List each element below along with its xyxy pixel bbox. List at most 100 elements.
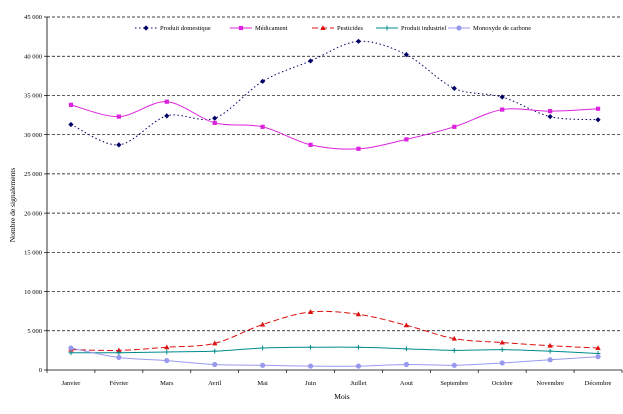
data-point xyxy=(451,362,457,368)
x-tick-label: Mai xyxy=(257,380,268,387)
data-point xyxy=(68,345,74,351)
legend-item-1: Médicament xyxy=(230,25,288,32)
x-tick-label: Novembre xyxy=(536,380,564,387)
data-point xyxy=(308,344,313,350)
data-point xyxy=(164,349,170,355)
data-point xyxy=(451,335,457,341)
data-point xyxy=(68,121,74,128)
series-4 xyxy=(68,345,601,369)
data-point xyxy=(499,339,505,345)
data-point xyxy=(116,347,122,353)
x-tick-label: Octobre xyxy=(492,380,513,387)
y-tick-label: 45 000 xyxy=(24,14,42,21)
x-axis-label: Mois xyxy=(334,392,350,401)
data-point xyxy=(212,361,218,368)
data-point xyxy=(547,357,553,363)
data-point xyxy=(68,102,74,107)
data-point xyxy=(404,137,409,142)
data-point xyxy=(164,113,170,119)
legend-marker xyxy=(143,25,149,31)
data-point xyxy=(307,309,314,314)
x-tick-label: Janvier xyxy=(62,380,82,387)
data-point xyxy=(260,124,265,129)
legend-item-0: Produit domestique xyxy=(135,25,211,32)
data-point xyxy=(307,58,314,64)
legend-marker xyxy=(384,25,390,31)
y-tick-label: 5 000 xyxy=(27,328,42,335)
series-layer xyxy=(68,38,601,369)
data-point xyxy=(403,361,409,368)
data-point xyxy=(355,38,362,44)
series-line xyxy=(70,310,599,351)
data-point xyxy=(308,142,313,147)
data-point xyxy=(212,115,218,121)
series-line xyxy=(70,101,599,150)
data-point xyxy=(403,52,409,58)
data-point xyxy=(116,114,121,119)
x-tick-label: Aout xyxy=(400,380,413,387)
grid-lines xyxy=(47,16,622,332)
legend-label: Produit industriel xyxy=(401,25,447,32)
series-line xyxy=(70,347,599,367)
legend: Produit domestique Médicament Pesticides Pr… xyxy=(135,25,531,32)
data-point xyxy=(547,348,553,354)
data-point xyxy=(259,321,266,327)
data-point xyxy=(451,347,457,353)
legend-label: Pesticides xyxy=(337,25,363,32)
data-point xyxy=(595,354,601,360)
data-point xyxy=(307,363,314,369)
x-tick-label: Juin xyxy=(305,380,317,387)
x-tick-label: Décembre xyxy=(585,380,612,387)
data-point xyxy=(547,114,553,120)
x-tick-label: Juillet xyxy=(351,380,367,387)
y-tick-label: 40 000 xyxy=(24,53,42,60)
y-tick-label: 15 000 xyxy=(24,250,42,257)
data-point xyxy=(595,345,601,351)
data-point xyxy=(356,146,361,151)
data-point xyxy=(260,362,266,368)
data-point xyxy=(116,142,122,148)
data-point xyxy=(499,347,505,353)
series-0 xyxy=(68,38,601,148)
legend-item-3: Produit industriel xyxy=(376,25,447,32)
data-point xyxy=(451,85,457,91)
legend-label: Produit domestique xyxy=(160,25,211,32)
legend-item-4: Monoxyde de carbone xyxy=(448,25,531,32)
data-point xyxy=(499,360,505,366)
data-point xyxy=(68,350,74,356)
series-3 xyxy=(68,344,601,356)
data-point xyxy=(452,124,457,129)
legend-item-2: Pesticides xyxy=(312,25,363,32)
data-point xyxy=(260,78,266,84)
x-tick-label: Avril xyxy=(208,380,221,387)
y-tick-label: 25 000 xyxy=(24,171,42,178)
data-point xyxy=(355,363,362,369)
data-point xyxy=(595,117,601,123)
data-point xyxy=(548,109,553,114)
series-2 xyxy=(68,309,601,353)
series-1 xyxy=(68,99,601,151)
series-line xyxy=(70,346,599,355)
y-tick-label: 30 000 xyxy=(24,132,42,139)
x-tick-label: Février xyxy=(109,380,129,387)
y-tick-label: 35 000 xyxy=(24,93,42,100)
x-tick-label: Septembre xyxy=(440,380,468,387)
y-axis-label: Nombre de signalements xyxy=(8,168,17,243)
data-point xyxy=(499,94,505,100)
data-point xyxy=(212,340,218,346)
data-point xyxy=(355,311,362,317)
data-point xyxy=(164,99,169,104)
legend-marker xyxy=(456,25,462,31)
y-tick-label: 0 xyxy=(39,367,42,374)
axes: 0 5 000 10 000 15 000 20 000 25 000 30 000 35 0… xyxy=(24,14,623,387)
data-point xyxy=(212,348,218,354)
legend-marker xyxy=(238,25,244,31)
data-point xyxy=(356,344,361,350)
data-point xyxy=(116,350,122,356)
data-point xyxy=(260,345,266,351)
legend-marker xyxy=(320,25,326,30)
x-tick-label: Mars xyxy=(160,380,174,387)
data-point xyxy=(547,342,553,348)
